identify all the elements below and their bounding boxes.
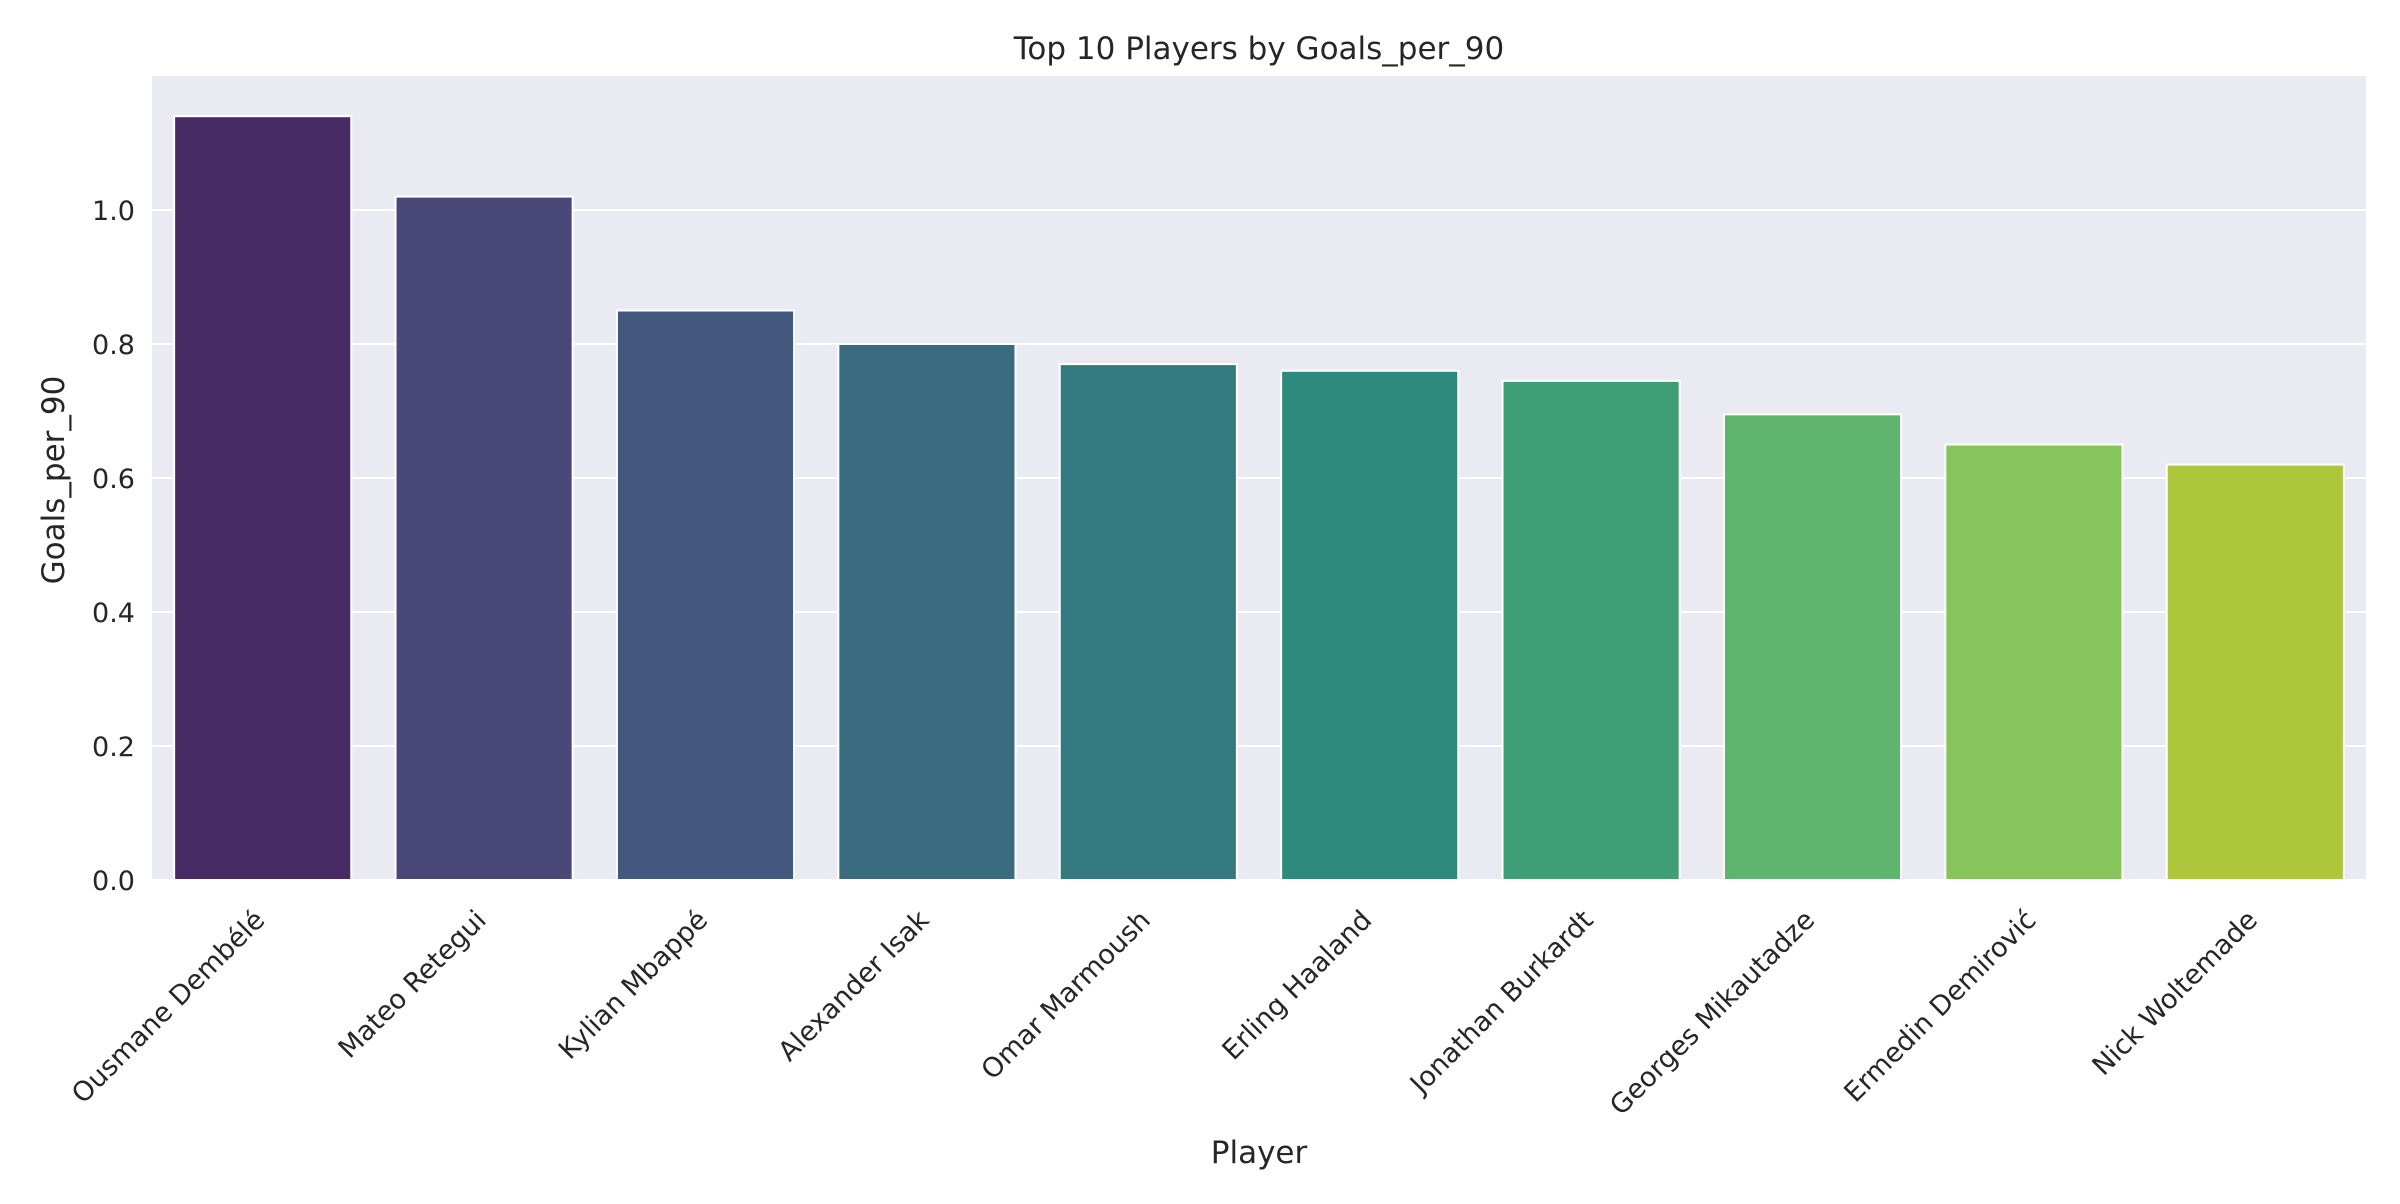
x-tick-label: Georges Mikautadze: [1604, 905, 1821, 1122]
x-tick-label: Ermedin Demirović: [1838, 905, 2042, 1109]
x-tick-label: Kylian Mbappé: [553, 905, 714, 1066]
y-tick-label: 1.0: [92, 196, 135, 227]
x-tick-label: Nick Woltemade: [2087, 905, 2264, 1082]
bar: [1280, 369, 1460, 881]
y-tick-label: 0.4: [92, 598, 135, 629]
x-tick-label: Alexander Isak: [773, 904, 936, 1067]
y-tick-labels: 0.0 0.2 0.4 0.6 0.8 1.0: [92, 196, 135, 897]
x-axis-title: Player: [1211, 1135, 1308, 1171]
y-tick-label: 0.0: [92, 866, 135, 897]
x-tick-label: Erling Haaland: [1217, 905, 1379, 1067]
bars: [173, 115, 2345, 882]
x-tick-label: Ousmane Dembélé: [66, 905, 271, 1110]
chart-title: Top 10 Players by Goals_per_90: [1013, 31, 1505, 67]
bar: [394, 195, 574, 882]
bar: [1501, 379, 1681, 881]
x-tick-label: Jonathan Burkardt: [1403, 905, 1599, 1101]
y-tick-label: 0.8: [92, 330, 135, 361]
y-axis-title: Goals_per_90: [36, 376, 72, 585]
bar: [2165, 463, 2345, 881]
x-tick-label: Mateo Retegui: [333, 905, 493, 1065]
bar: [1944, 443, 2124, 881]
x-tick-labels: Ousmane Dembélé Mateo Retegui Kylian Mbapp…: [66, 904, 2264, 1121]
bar: [615, 309, 796, 881]
y-tick-label: 0.6: [92, 464, 135, 495]
y-tick-label: 0.2: [92, 732, 135, 763]
bar: [1058, 363, 1238, 882]
x-tick-label: Omar Marmoush: [976, 905, 1157, 1086]
bar: [1722, 413, 1903, 881]
bar: [173, 115, 353, 881]
bar: [837, 343, 1017, 881]
